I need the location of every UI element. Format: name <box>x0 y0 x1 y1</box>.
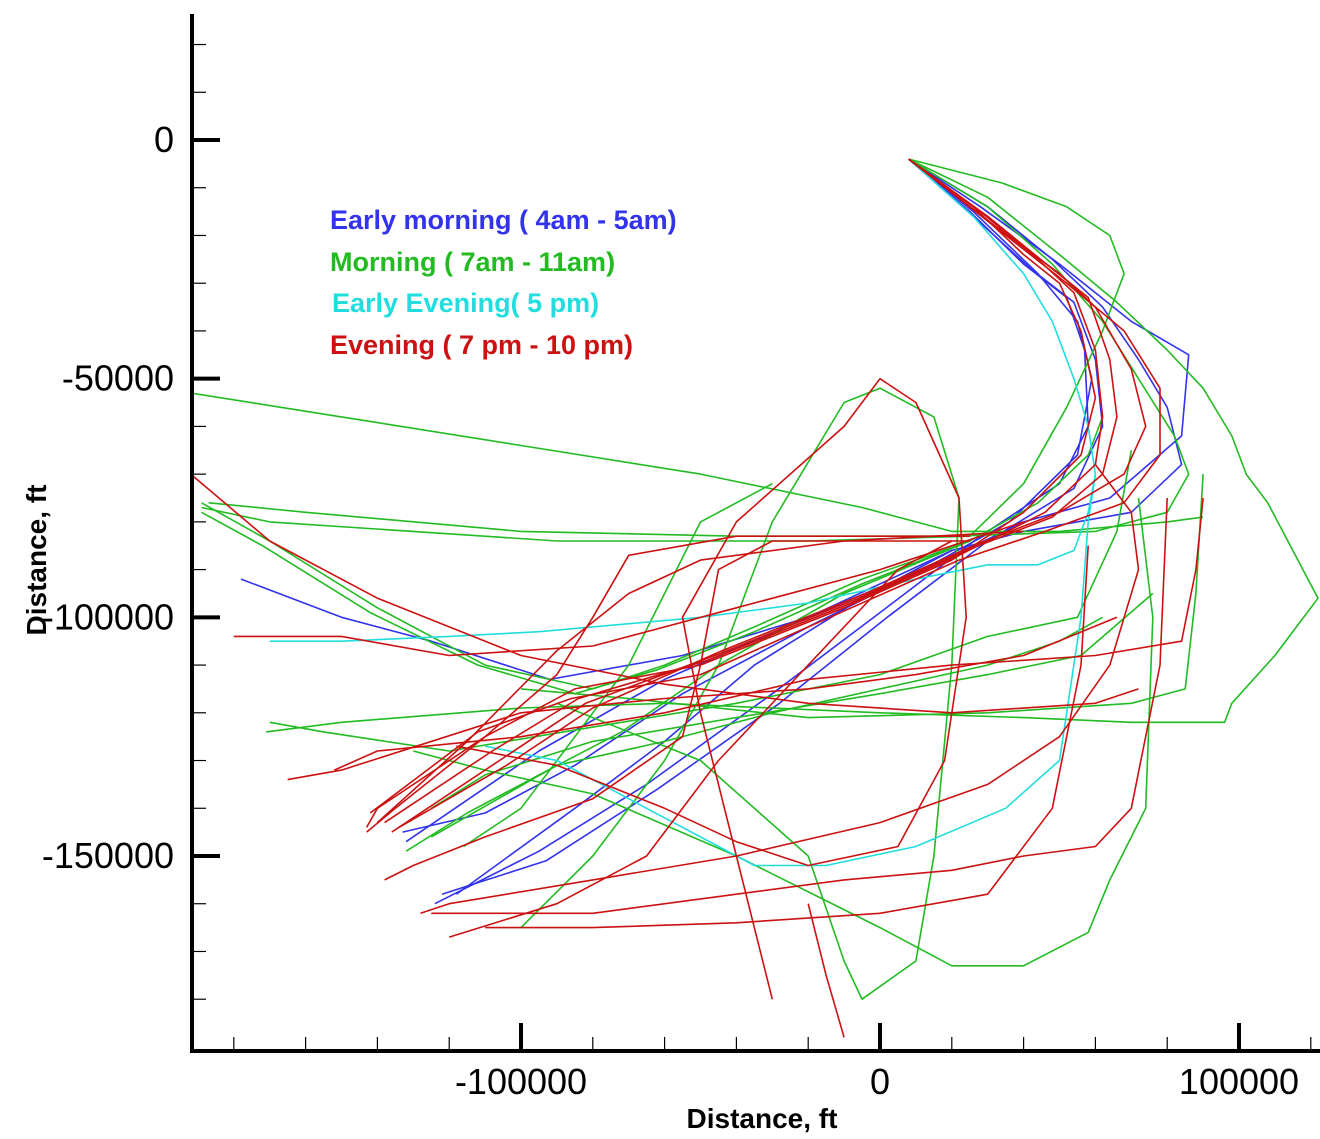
y-tick-label: 0 <box>154 119 174 160</box>
x-tick-label: 100000 <box>1179 1061 1299 1102</box>
series-3-track-17 <box>807 903 845 1038</box>
y-tick-label: -100000 <box>42 596 174 637</box>
legend-entry-3: Evening ( 7 pm - 10 pm) <box>330 330 633 360</box>
legend-entry-2: Early Evening( 5 pm) <box>332 288 599 318</box>
series-3-track-12 <box>448 540 953 938</box>
series-3-track-10 <box>456 377 968 1000</box>
series-3 <box>194 158 1204 1038</box>
series-0-track-3 <box>405 158 1190 843</box>
series-3-track-9 <box>287 616 1118 781</box>
track-lines <box>194 158 1319 1038</box>
series-3-track-5 <box>366 535 970 833</box>
series-3-track-14 <box>376 530 1024 824</box>
series-1-track-8 <box>413 497 1154 967</box>
series-3-track-15 <box>194 475 1139 714</box>
series-3-track-0 <box>365 158 1097 828</box>
series-2-track-0 <box>269 158 1097 643</box>
axes <box>190 14 1320 1053</box>
series-1-track-0 <box>201 158 1125 542</box>
series-1 <box>194 158 1319 1001</box>
ticks: 0 -50000 -100000 -150000 -100000 0 100000 <box>42 43 1312 1102</box>
series-3-track-7 <box>420 464 1140 915</box>
legend-entry-0: Early morning ( 4am - 5am) <box>330 205 677 235</box>
legend: Early morning ( 4am - 5am) Morning ( 7am … <box>330 205 677 360</box>
series-3-track-16 <box>485 545 1089 929</box>
series-1-track-12 <box>463 482 773 848</box>
series-3-track-13 <box>333 497 1204 771</box>
series-3-track-4 <box>369 158 1161 814</box>
series-3-track-8 <box>233 521 1024 657</box>
series-1-track-9 <box>520 474 1204 719</box>
series-1-track-13 <box>430 592 1154 809</box>
series-1-track-2 <box>208 158 1190 538</box>
series-2-track-1 <box>484 473 1097 867</box>
series-0-track-1 <box>441 158 1104 895</box>
series-2 <box>269 158 1097 867</box>
series-1-track-3 <box>194 392 1204 533</box>
y-tick-label: -150000 <box>42 835 174 876</box>
series-3-track-6 <box>384 540 970 881</box>
series-3-track-11 <box>431 497 1168 915</box>
x-axis-title: Distance, ft <box>687 1103 838 1134</box>
legend-entry-1: Morning ( 7am - 11am) <box>330 247 615 277</box>
y-tick-label: -50000 <box>62 358 174 399</box>
y-axis-title: Distance, ft <box>21 485 52 636</box>
x-tick-label: -100000 <box>455 1061 587 1102</box>
series-3-track-3 <box>398 158 1147 829</box>
series-0-track-5 <box>240 549 953 681</box>
x-tick-label: 0 <box>870 1061 890 1102</box>
